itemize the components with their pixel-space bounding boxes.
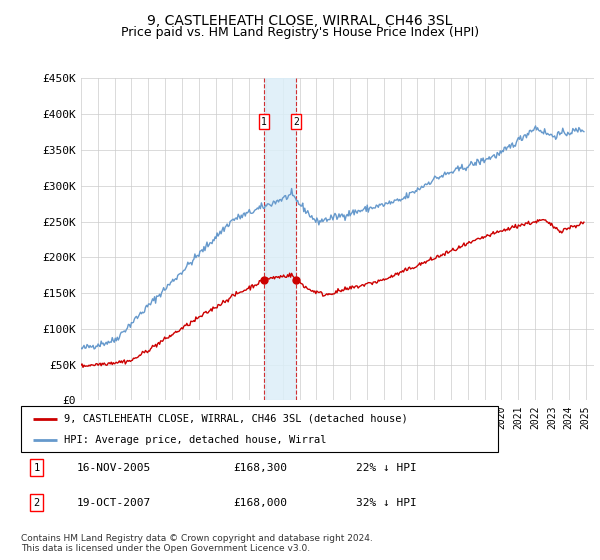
Text: 9, CASTLEHEATH CLOSE, WIRRAL, CH46 3SL: 9, CASTLEHEATH CLOSE, WIRRAL, CH46 3SL — [148, 14, 452, 28]
Text: 2: 2 — [34, 498, 40, 507]
Text: HPI: Average price, detached house, Wirral: HPI: Average price, detached house, Wirr… — [64, 435, 326, 445]
Text: £168,300: £168,300 — [233, 463, 287, 473]
Text: 9, CASTLEHEATH CLOSE, WIRRAL, CH46 3SL (detached house): 9, CASTLEHEATH CLOSE, WIRRAL, CH46 3SL (… — [64, 413, 407, 423]
Text: This data is licensed under the Open Government Licence v3.0.: This data is licensed under the Open Gov… — [21, 544, 310, 553]
Bar — [264, 78, 296, 400]
Text: 2: 2 — [293, 117, 299, 127]
Text: 22% ↓ HPI: 22% ↓ HPI — [356, 463, 416, 473]
Text: Contains HM Land Registry data © Crown copyright and database right 2024.: Contains HM Land Registry data © Crown c… — [21, 534, 373, 543]
Text: 1: 1 — [34, 463, 40, 473]
Text: 1: 1 — [261, 117, 267, 127]
Text: £168,000: £168,000 — [233, 498, 287, 507]
Text: 19-OCT-2007: 19-OCT-2007 — [77, 498, 151, 507]
Text: 16-NOV-2005: 16-NOV-2005 — [77, 463, 151, 473]
Text: Price paid vs. HM Land Registry's House Price Index (HPI): Price paid vs. HM Land Registry's House … — [121, 26, 479, 39]
Text: 32% ↓ HPI: 32% ↓ HPI — [356, 498, 416, 507]
